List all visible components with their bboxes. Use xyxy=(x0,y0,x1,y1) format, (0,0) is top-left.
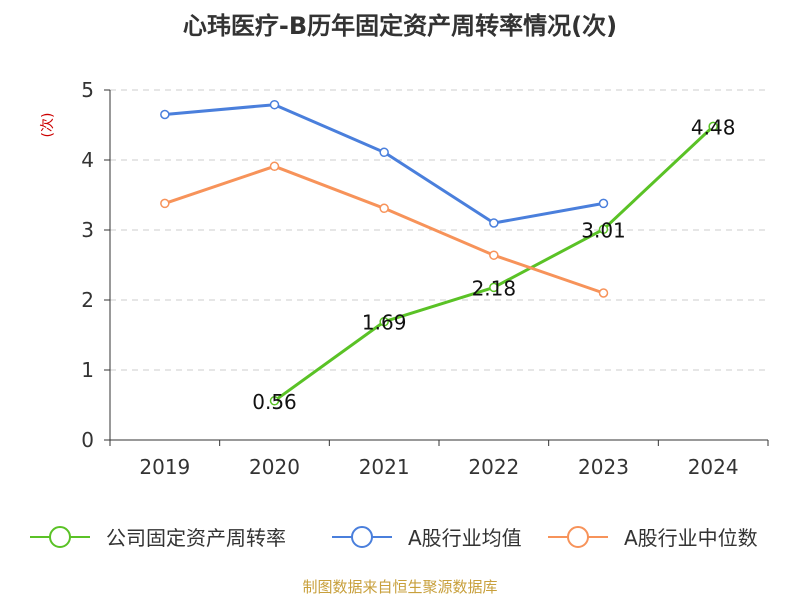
legend-item: A股行业中位数 xyxy=(548,526,758,550)
data-point xyxy=(489,218,499,228)
y-tick-labels: 0 1 2 3 4 5 xyxy=(81,78,94,452)
y-tick-label: 1 xyxy=(81,358,94,382)
y-tick-label: 5 xyxy=(81,78,94,102)
legend-item: A股行业均值 xyxy=(332,526,522,550)
data-label: 4.48 xyxy=(691,115,736,139)
series-line xyxy=(164,164,604,295)
y-tick-label: 3 xyxy=(81,218,94,242)
x-tick-label: 2020 xyxy=(249,455,300,479)
x-tick-label: 2019 xyxy=(139,455,190,479)
data-point xyxy=(598,198,609,209)
x-tick-label: 2024 xyxy=(688,455,739,479)
x-tick-label: 2022 xyxy=(468,455,519,479)
data-point xyxy=(379,203,389,214)
data-point xyxy=(489,250,499,260)
legend-marker xyxy=(49,526,71,548)
chart-title: 心玮医疗-B历年固定资产周转率情况(次) xyxy=(183,12,617,40)
legend-marker xyxy=(567,526,589,548)
legend-item: 公司固定资产周转率 xyxy=(30,526,286,550)
data-point xyxy=(269,161,280,172)
legend-marker xyxy=(351,526,373,548)
data-point xyxy=(160,109,170,120)
series: 0.56 1.69 2.18 3.01 4.48 xyxy=(252,115,735,413)
data-point xyxy=(489,282,499,293)
y-tick-label: 2 xyxy=(81,288,94,312)
data-point xyxy=(160,198,170,209)
series-group: 0.56 1.69 2.18 3.01 4.48 xyxy=(160,99,735,414)
data-label: 2.18 xyxy=(472,276,517,300)
source-note: 制图数据来自恒生聚源数据库 xyxy=(302,578,497,596)
data-point xyxy=(379,316,389,327)
x-tick-labels: 2019 2020 2021 2022 2023 2024 xyxy=(139,455,738,479)
data-label: 1.69 xyxy=(362,311,407,335)
data-point xyxy=(379,147,389,158)
series xyxy=(160,99,609,228)
legend-label: A股行业均值 xyxy=(408,526,522,550)
y-tick-label: 0 xyxy=(81,428,94,452)
data-label: 0.56 xyxy=(252,390,297,414)
data-point xyxy=(269,396,280,406)
data-point xyxy=(708,121,718,132)
y-tick-label: 4 xyxy=(81,148,94,172)
series xyxy=(160,161,609,298)
legend-label: 公司固定资产周转率 xyxy=(106,526,286,550)
data-point xyxy=(598,288,609,298)
data-point xyxy=(269,99,280,110)
x-tick-label: 2021 xyxy=(359,455,410,479)
legend-label: A股行业中位数 xyxy=(624,526,758,550)
x-tick-label: 2023 xyxy=(578,455,629,479)
axes xyxy=(104,89,769,446)
y-axis-label: (次) xyxy=(40,113,56,138)
series-line xyxy=(273,125,715,403)
data-point xyxy=(598,224,609,235)
data-label: 3.01 xyxy=(581,218,626,242)
legend: 公司固定资产周转率 A股行业均值 A股行业中位数 xyxy=(30,526,758,550)
grid-lines xyxy=(110,89,768,371)
